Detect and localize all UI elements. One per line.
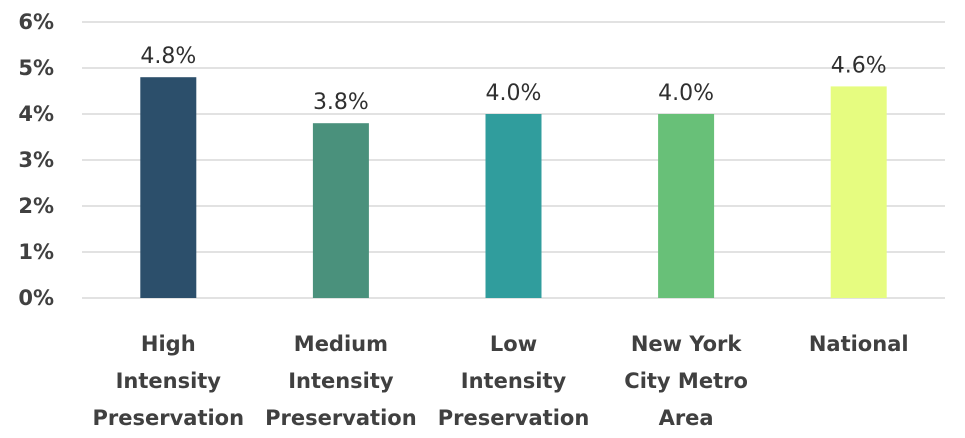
data-label: 4.6% xyxy=(831,53,887,78)
data-label: 3.8% xyxy=(313,90,369,115)
category-label: New York City Metro Area xyxy=(624,332,748,430)
bar xyxy=(658,114,715,298)
bars xyxy=(140,77,887,299)
bar xyxy=(830,86,887,299)
category-label: Low Intensity Preservation xyxy=(438,332,590,430)
category-label: Medium Intensity Preservation xyxy=(265,332,417,430)
bar xyxy=(312,123,369,298)
y-tick-label: 6% xyxy=(18,10,54,34)
bar xyxy=(140,77,197,298)
y-tick-label: 5% xyxy=(18,56,54,80)
data-label: 4.8% xyxy=(140,44,196,69)
bar xyxy=(485,114,542,298)
category-label: National xyxy=(809,332,909,356)
data-label: 4.0% xyxy=(486,81,542,106)
y-tick-label: 2% xyxy=(18,194,54,218)
category-label: High Intensity Preservation xyxy=(93,332,245,430)
y-tick-label: 4% xyxy=(18,102,54,126)
y-axis-ticks: 0% 1% 2% 3% 4% 5% 6% xyxy=(18,10,54,310)
data-labels: 4.8% 3.8% 4.0% 4.0% 4.6% xyxy=(140,44,886,115)
y-tick-label: 0% xyxy=(18,286,54,310)
data-label: 4.0% xyxy=(658,81,714,106)
y-tick-label: 1% xyxy=(18,240,54,264)
y-tick-label: 3% xyxy=(18,148,54,172)
